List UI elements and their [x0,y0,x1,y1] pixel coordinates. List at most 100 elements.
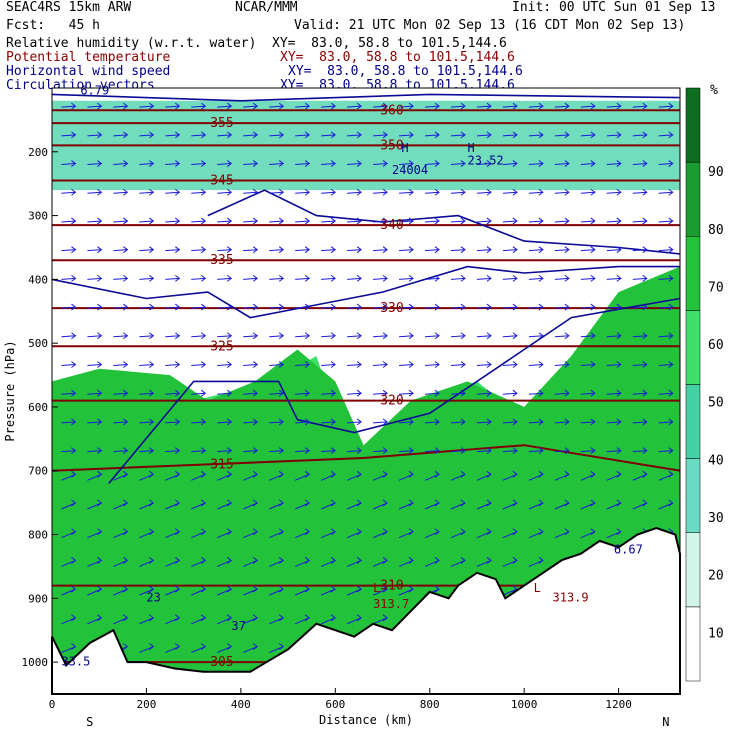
vector-arrow [502,588,518,596]
vector-arrow [217,163,232,166]
vector-arrow [139,392,154,395]
vector-arrow [502,450,517,453]
vector-arrow [450,502,466,510]
vector-arrow [373,105,388,108]
vector-arrowhead [486,528,492,536]
vector-arrowhead [434,470,440,478]
vector-arrowhead [460,361,466,368]
vector-arrowhead [97,274,103,282]
vector-arrowhead [642,160,648,167]
vector-arrow [320,502,336,510]
vector-arrowhead [226,447,233,455]
vector-arrowhead [226,585,233,593]
vector-arrow [165,335,180,338]
annotation-label: 37 [231,619,245,633]
vector-arrow [321,392,336,395]
vector-arrowhead [226,418,233,426]
vector-arrowhead [356,217,362,225]
vector-arrowhead [616,246,622,254]
theta-label-340: 340 [380,218,403,233]
vector-arrowhead [97,102,103,110]
vector-arrow [61,617,76,625]
vector-arrowhead [304,160,311,167]
vector-arrowhead [538,131,544,139]
vector-arrowhead [123,131,129,139]
vector-arrowhead [175,499,181,507]
vector-arrow [424,559,440,567]
vector-arrowhead [538,160,544,167]
vector-arrow [424,249,440,252]
vector-arrowhead [460,102,466,110]
vector-arrow [399,249,414,252]
vector-arrowhead [408,160,414,167]
vector-arrowhead [71,102,77,110]
vector-arrow [476,392,491,395]
vector-arrowhead [304,332,311,340]
vector-arrowhead [590,246,596,254]
vector-arrow [424,421,440,424]
vector-arrowhead [123,643,129,650]
vector-arrowhead [330,389,336,397]
vector-arrowhead [434,131,440,139]
vector-arrow [554,306,569,309]
wind-contour-1 [207,189,680,255]
vector-arrow [321,277,336,280]
vector-arrowhead [590,418,596,426]
vector-arrowhead [278,470,285,478]
vector-arrow [424,134,440,137]
vector-arrow [632,191,647,194]
vector-arrow [658,134,673,137]
vector-arrow [139,335,154,338]
vector-arrowhead [512,361,518,368]
vector-arrow [269,392,284,395]
vector-arrowhead [434,246,440,254]
x-tick-label: 0 [49,698,56,711]
vector-arrowhead [642,246,648,254]
vector-arrow [399,163,414,166]
vector-arrowhead [382,303,388,311]
vector-arrowhead [616,131,622,139]
vector-arrowhead [123,188,129,196]
vector-arrow [476,502,492,510]
vector-arrowhead [278,557,285,564]
vector-arrow [61,531,76,539]
vector-arrow [113,531,128,539]
vector-arrow [139,421,154,424]
vector-arrowhead [486,389,492,397]
vector-arrow [606,277,621,280]
vector-arrow [606,363,621,366]
field-xy-wind: XY= 83.0, 58.8 to 101.5,144.6 [288,64,523,79]
vector-arrowhead [408,102,414,110]
vector-arrowhead [668,160,674,167]
vector-arrowhead [538,332,544,340]
vector-arrow [632,277,647,280]
vector-arrowhead [304,303,311,311]
init-time: Init: 00 UTC Sun 01 Sep 13 [512,0,716,15]
vector-arrow [450,163,466,166]
vector-arrowhead [123,470,129,478]
vector-arrow [217,502,232,510]
vector-arrowhead [175,361,181,368]
vector-arrow [658,473,673,481]
vector-arrowhead [252,389,259,397]
vector-arrow [399,105,414,108]
vector-arrow [243,392,258,395]
vector-arrowhead [642,447,648,455]
vector-arrowhead [304,389,311,397]
vector-arrow [373,191,388,194]
vector-arrowhead [538,246,544,254]
vector-arrowhead [668,470,674,478]
vector-arrowhead [486,131,492,139]
vector-arrowhead [200,361,207,368]
vector-arrowhead [226,274,233,282]
vector-arrowhead [252,303,259,311]
vector-arrowhead [175,332,181,340]
vector-arrowhead [486,102,492,110]
vector-arrow [87,105,102,108]
vector-arrowhead [149,418,155,426]
vector-arrow [632,220,647,223]
theta-label-360: 360 [380,103,403,118]
vector-arrow [373,163,388,166]
vector-arrow [554,335,569,338]
vector-arrow [191,502,206,510]
